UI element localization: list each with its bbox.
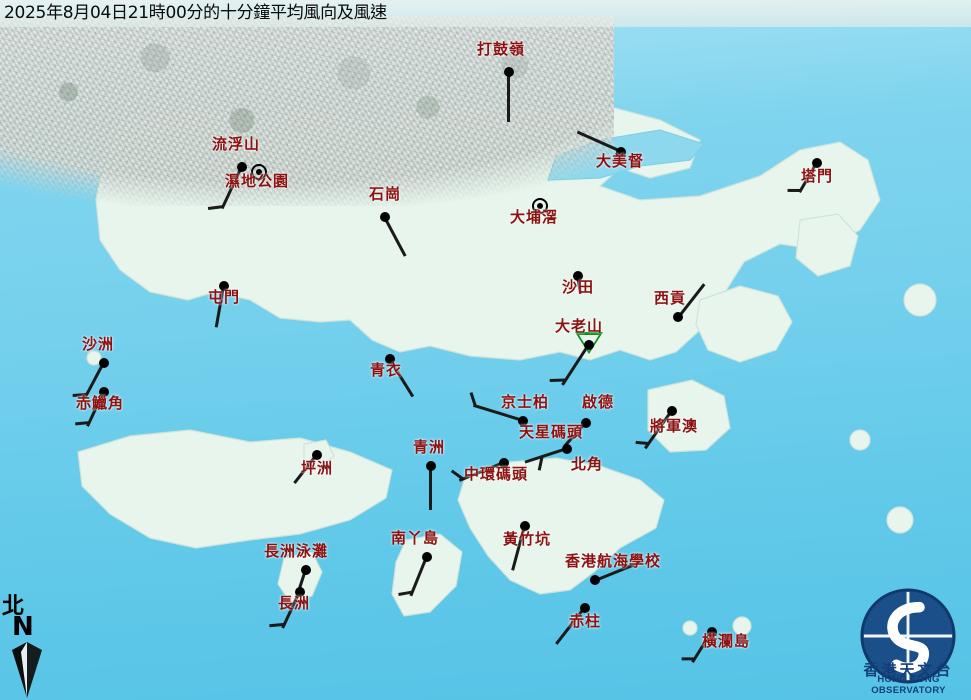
station-label: 橫瀾島 — [702, 632, 751, 650]
wind-barb-shaft — [409, 556, 429, 597]
station-label: 坪洲 — [301, 459, 334, 477]
station-dot-marker — [673, 312, 683, 322]
station-label: 赤柱 — [569, 612, 602, 630]
station-dot-marker — [422, 552, 432, 562]
station-ring-marker — [251, 164, 267, 180]
station-dot-marker — [219, 281, 229, 291]
station-label: 北角 — [571, 455, 604, 473]
wind-barb-feather — [208, 205, 224, 211]
station-label: 天星碼頭 — [519, 423, 584, 441]
wind-barb-shaft — [507, 72, 511, 122]
station-dot-marker — [573, 271, 583, 281]
station-dot-marker — [562, 444, 572, 454]
station-label: 青衣 — [370, 361, 403, 379]
station-label: 沙田 — [562, 278, 595, 296]
station-label: 流浮山 — [212, 135, 261, 153]
station-label: 打鼓嶺 — [477, 40, 526, 58]
station-dot-marker — [812, 158, 822, 168]
wind-barb-feather — [450, 470, 465, 481]
station-label: 中環碼頭 — [464, 465, 529, 483]
station-label: 青洲 — [413, 438, 446, 456]
compass-needle-icon — [12, 642, 42, 698]
station-dot-marker — [616, 147, 626, 157]
station-dot-marker — [518, 416, 528, 426]
station-ring-marker — [532, 198, 548, 214]
wind-barb-feather — [788, 189, 801, 193]
station-dot-marker — [520, 521, 530, 531]
station-label: 西貢 — [654, 289, 687, 307]
station-label: 石崗 — [369, 185, 402, 203]
station-label: 南丫島 — [391, 529, 440, 547]
wind-barb-feather — [682, 657, 696, 661]
station-dot-marker — [584, 340, 594, 350]
station-label: 黃竹坑 — [503, 530, 552, 548]
wind-barb-shaft — [429, 466, 433, 510]
station-label: 京士柏 — [501, 393, 550, 411]
station-label: 長洲泳灘 — [264, 542, 329, 560]
station-label: 大埔滘 — [510, 208, 559, 226]
station-label: 將軍澳 — [650, 417, 699, 435]
hko-name-cn: 香港天文台 — [863, 661, 954, 679]
station-dot-marker — [667, 406, 677, 416]
station-dot-marker — [295, 587, 305, 597]
station-label: 啟德 — [582, 393, 615, 411]
station-dot-marker — [504, 67, 514, 77]
station-label: 屯門 — [208, 288, 241, 306]
station-dot-marker — [312, 450, 322, 460]
station-label: 大美督 — [596, 152, 645, 170]
page-title: 2025年8月04日21時00分的十分鐘平均風向及風速 — [4, 3, 387, 23]
station-dot-marker — [237, 162, 247, 172]
station-dot-marker — [301, 565, 311, 575]
title-band — [0, 0, 971, 27]
station-dot-marker — [581, 418, 591, 428]
compass-label-en: N — [12, 612, 34, 642]
station-dot-marker — [590, 575, 600, 585]
station-label: 濕地公園 — [225, 172, 290, 190]
station-dot-marker — [707, 627, 717, 637]
hko-logo: 香港天文台 HONG KONG OBSERVATORY — [846, 588, 971, 700]
hko-name-en: HONG KONG OBSERVATORY — [871, 674, 946, 696]
compass-label-cn: 北 — [2, 594, 25, 619]
station-dot-marker — [426, 461, 436, 471]
station-label: 香港航海學校 — [565, 552, 662, 570]
station-label: 塔門 — [801, 167, 834, 185]
station-dot-marker — [380, 212, 390, 222]
wind-barb-feather — [635, 441, 650, 446]
station-dot-marker — [385, 354, 395, 364]
wind-barb-shaft — [383, 216, 407, 257]
station-label: 長洲 — [278, 594, 311, 612]
station-dot-marker — [99, 387, 109, 397]
station-dot-marker — [99, 358, 109, 368]
compass-rose: 北 N — [2, 588, 58, 700]
station-label: 赤鱲角 — [76, 394, 125, 412]
mainland-satellite-texture — [0, 16, 614, 206]
station-label: 大老山 — [555, 317, 604, 335]
wind-barb-shaft — [524, 447, 568, 465]
station-label: 沙洲 — [82, 335, 115, 353]
hko-emblem-icon — [860, 588, 956, 684]
wind-barb-feather — [469, 392, 477, 407]
station-dot-marker — [499, 458, 509, 468]
station-dot-marker — [580, 603, 590, 613]
